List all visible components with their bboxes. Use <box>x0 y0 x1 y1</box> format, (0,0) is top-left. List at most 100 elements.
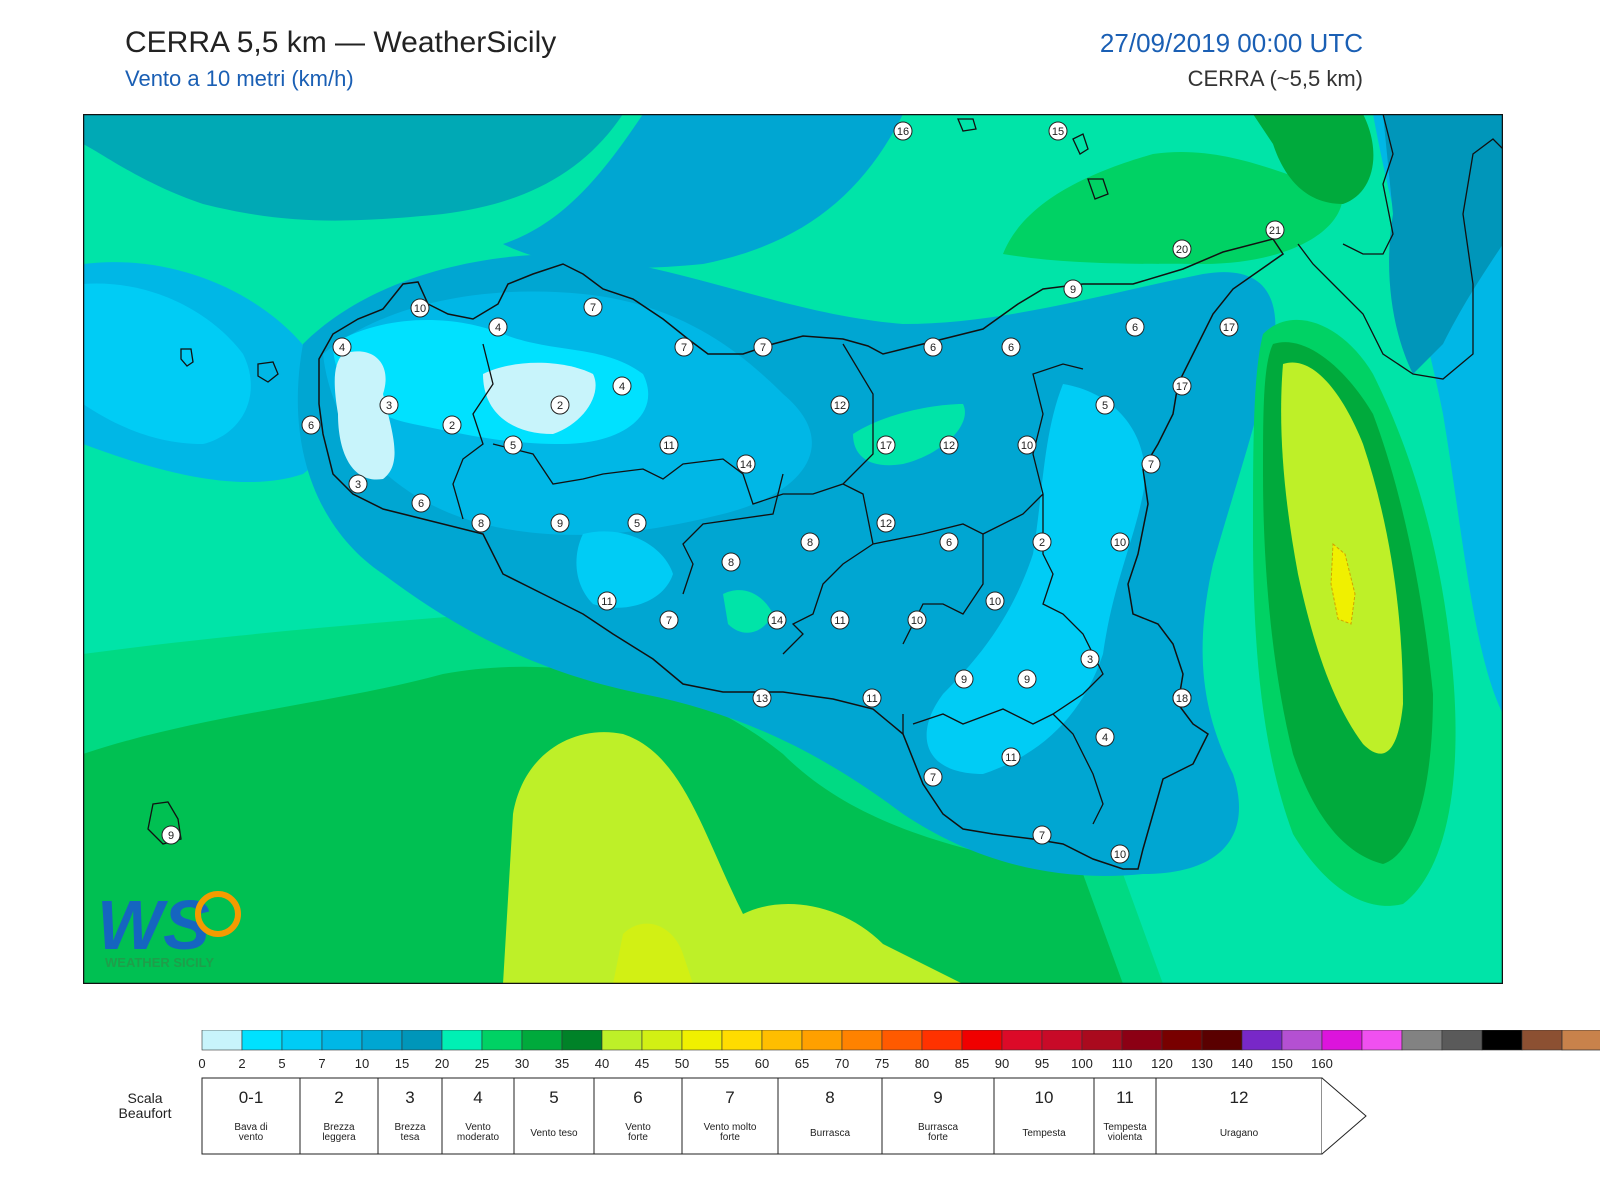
station-value: 7 <box>681 342 687 354</box>
colorbar-cell <box>601 1030 643 1051</box>
beaufort-label-line1: Scala <box>127 1090 162 1106</box>
logo-caption: WEATHER SICILY <box>105 955 214 970</box>
weathersicily-logo: WS WEATHER SICILY <box>97 886 241 970</box>
beaufort-description: Vento <box>625 1122 651 1133</box>
station-marker: 7 <box>1141 454 1161 474</box>
station-marker: 8 <box>721 552 741 572</box>
beaufort-class: 8 Burrasca <box>777 1077 883 1155</box>
station-value: 3 <box>355 479 361 491</box>
colorbar-tick: 40 <box>595 1056 609 1071</box>
model-label: CERRA (~5,5 km) <box>1187 66 1363 91</box>
colorbar-cell <box>1481 1030 1523 1051</box>
station-value: 12 <box>880 518 892 530</box>
beaufort-class: 5 Vento teso <box>513 1077 595 1155</box>
province-borders <box>452 343 1104 825</box>
colorbar-cell <box>761 1030 803 1051</box>
station-marker: 6 <box>411 493 431 513</box>
colorbar-tick: 160 <box>1311 1056 1333 1071</box>
station-marker: 9 <box>550 513 570 533</box>
station-value: 4 <box>339 342 345 354</box>
colorbar-tick: 30 <box>515 1056 529 1071</box>
calabria-coastline <box>1297 114 1503 380</box>
station-marker: 12 <box>876 513 896 533</box>
station-marker: 7 <box>659 610 679 630</box>
beaufort-description: Bava di <box>234 1122 267 1133</box>
station-marker: 7 <box>674 337 694 357</box>
legend: 0 2 5 7 10 15 20 25 30 35 40 45 50 55 60 65 70 75 80 85 90 95… <box>119 1030 1600 1155</box>
colorbar-cell <box>841 1030 883 1051</box>
beaufort-description: Vento teso <box>530 1128 578 1139</box>
station-marker: 6 <box>923 337 943 357</box>
station-marker: 3 <box>379 395 399 415</box>
colorbar-tick: 80 <box>915 1056 929 1071</box>
station-value: 2 <box>449 420 455 432</box>
colorbar-cell <box>1041 1030 1083 1051</box>
colorbar-tick: 7 <box>318 1056 325 1071</box>
colorbar-cell <box>1161 1030 1203 1051</box>
beaufort-number: 2 <box>334 1088 343 1107</box>
station-value: 8 <box>478 518 484 530</box>
station-markers: 16 15 21 20 10 4 7 4 9 6 7 7 6 6 17 17 3 2 2 4 6 5 12 11 14 17 12 1… <box>161 121 1285 864</box>
station-marker: 11 <box>830 610 850 630</box>
station-marker: 17 <box>876 435 896 455</box>
colorbar-cell <box>561 1030 603 1051</box>
colorbar-tick: 100 <box>1071 1056 1093 1071</box>
station-value: 6 <box>308 420 314 432</box>
station-marker: 5 <box>627 513 647 533</box>
wind-band-35-40-ionian <box>1330 542 1356 625</box>
station-marker: 6 <box>1125 317 1145 337</box>
station-value: 7 <box>760 342 766 354</box>
station-value: 11 <box>834 615 845 627</box>
colorbar-cell <box>1561 1030 1600 1051</box>
station-marker: 7 <box>583 297 603 317</box>
station-marker: 4 <box>612 376 632 396</box>
station-value: 20 <box>1176 244 1188 256</box>
station-marker: 13 <box>752 688 772 708</box>
colorbar-cell <box>241 1030 283 1051</box>
beaufort-description: Vento molto <box>704 1122 757 1133</box>
wind-band-25-30-ne <box>1253 114 1374 204</box>
beaufort-number: 10 <box>1035 1088 1054 1107</box>
beaufort-description: violenta <box>1108 1132 1143 1143</box>
station-value: 18 <box>1176 693 1188 705</box>
wind-band-2-5-south <box>576 531 673 608</box>
station-value: 6 <box>1008 342 1014 354</box>
colorbar <box>201 1030 1600 1051</box>
station-value: 6 <box>930 342 936 354</box>
station-value: 17 <box>1223 322 1235 334</box>
beaufort-description: moderato <box>457 1132 500 1143</box>
station-marker: 12 <box>830 395 850 415</box>
station-marker: 3 <box>1080 649 1100 669</box>
colorbar-tick: 130 <box>1191 1056 1213 1071</box>
colorbar-cell <box>1241 1030 1283 1051</box>
station-marker: 6 <box>939 532 959 552</box>
colorbar-cell <box>201 1030 243 1051</box>
beaufort-number: 8 <box>825 1088 834 1107</box>
station-marker: 6 <box>301 415 321 435</box>
station-value: 4 <box>495 322 501 334</box>
station-value: 4 <box>1102 732 1108 744</box>
station-value: 7 <box>1148 459 1154 471</box>
station-value: 6 <box>418 498 424 510</box>
station-marker: 2 <box>550 395 570 415</box>
colorbar-cell <box>881 1030 923 1051</box>
station-marker: 10 <box>1017 435 1037 455</box>
map-subtitle: Vento a 10 metri (km/h) <box>125 66 354 91</box>
station-marker: 17 <box>1219 317 1239 337</box>
station-value: 5 <box>510 440 516 452</box>
colorbar-tick: 50 <box>675 1056 689 1071</box>
station-value: 10 <box>989 596 1001 608</box>
beaufort-number: 9 <box>933 1088 942 1107</box>
wind-band-0-2-a <box>334 351 395 480</box>
map-title: CERRA 5,5 km — WeatherSicily <box>125 26 557 59</box>
station-marker: 10 <box>410 298 430 318</box>
colorbar-cell <box>521 1030 563 1051</box>
colorbar-tick: 120 <box>1151 1056 1173 1071</box>
wind-band-0-2-b <box>483 362 596 434</box>
colorbar-tick: 0 <box>198 1056 205 1071</box>
station-value: 9 <box>1070 284 1076 296</box>
